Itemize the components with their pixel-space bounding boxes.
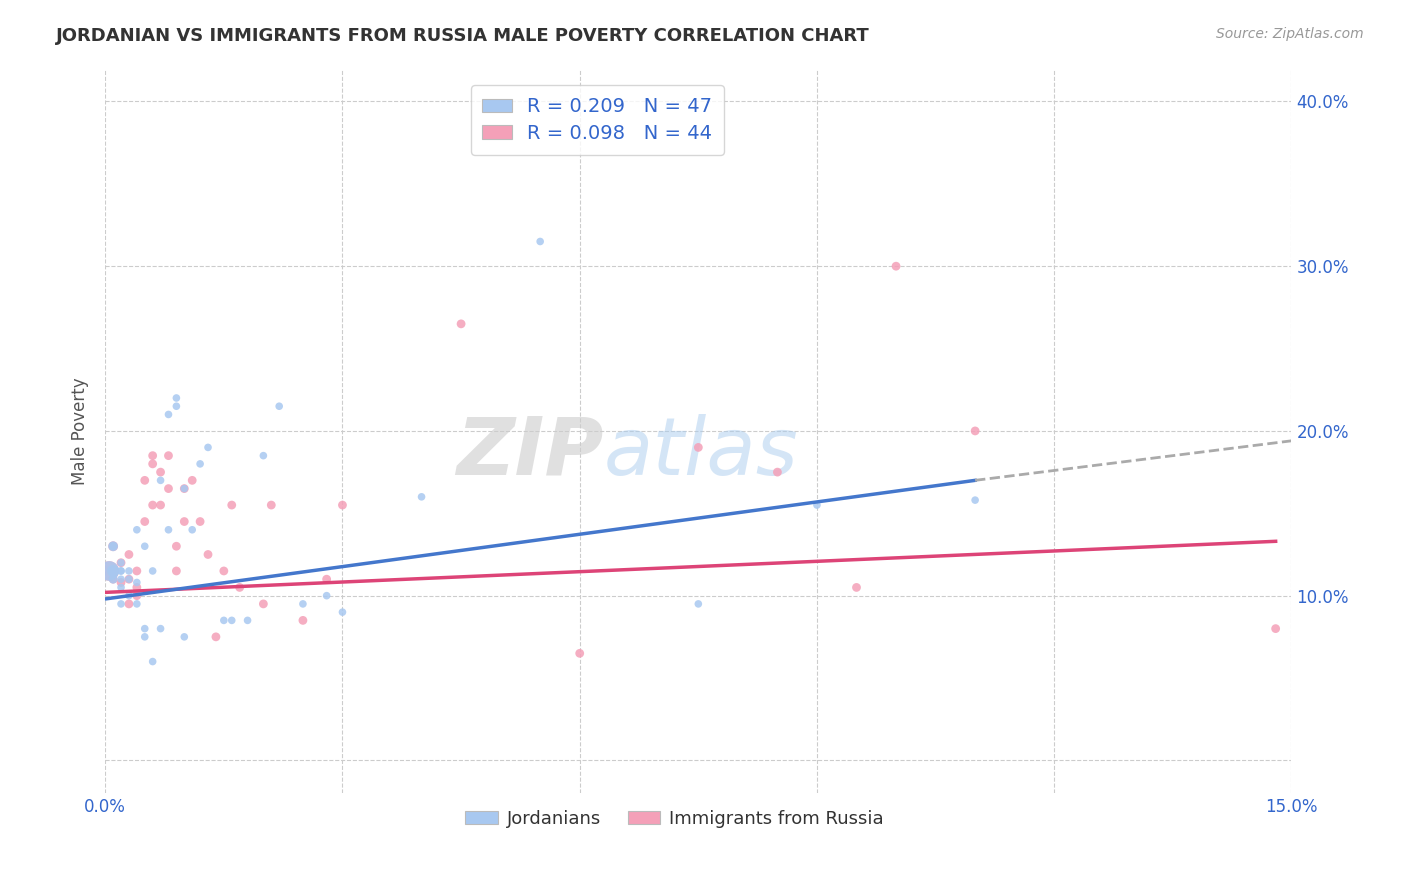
Point [142, 498, 165, 512]
Point [101, 539, 124, 553]
Point [845, 581, 868, 595]
Point [110, 575, 132, 590]
Point [173, 482, 195, 496]
Point [110, 572, 132, 586]
Point [332, 498, 354, 512]
Point [173, 630, 195, 644]
Point [228, 581, 250, 595]
Point [157, 408, 180, 422]
Point [125, 589, 148, 603]
Point [157, 449, 180, 463]
Point [142, 457, 165, 471]
Point [315, 589, 337, 603]
Point [221, 498, 243, 512]
Point [134, 539, 156, 553]
Point [149, 465, 172, 479]
Point [110, 564, 132, 578]
Point [125, 575, 148, 590]
Point [149, 474, 172, 488]
Point [965, 424, 987, 438]
Point [181, 523, 204, 537]
Point [118, 589, 141, 603]
Point [173, 482, 195, 496]
Y-axis label: Male Poverty: Male Poverty [72, 377, 89, 484]
Point [157, 482, 180, 496]
Point [188, 515, 211, 529]
Point [212, 613, 235, 627]
Point [450, 317, 472, 331]
Point [110, 597, 132, 611]
Point [149, 498, 172, 512]
Point [118, 564, 141, 578]
Point [134, 515, 156, 529]
Point [529, 235, 551, 249]
Point [332, 605, 354, 619]
Point [1264, 622, 1286, 636]
Point [98, 564, 121, 578]
Point [110, 581, 132, 595]
Point [101, 539, 124, 553]
Point [98, 564, 121, 578]
Point [101, 539, 124, 553]
Text: ZIP: ZIP [456, 414, 603, 491]
Point [221, 613, 243, 627]
Point [173, 515, 195, 529]
Point [165, 399, 187, 413]
Point [101, 564, 124, 578]
Point [181, 474, 204, 488]
Point [125, 523, 148, 537]
Point [688, 441, 710, 455]
Point [118, 572, 141, 586]
Point [142, 449, 165, 463]
Point [125, 564, 148, 578]
Point [197, 441, 219, 455]
Point [260, 498, 283, 512]
Point [806, 498, 828, 512]
Point [125, 581, 148, 595]
Point [165, 391, 187, 405]
Legend: Jordanians, Immigrants from Russia: Jordanians, Immigrants from Russia [458, 803, 891, 835]
Point [236, 613, 259, 627]
Text: Source: ZipAtlas.com: Source: ZipAtlas.com [1216, 27, 1364, 41]
Point [134, 630, 156, 644]
Point [291, 597, 314, 611]
Point [965, 493, 987, 508]
Point [118, 572, 141, 586]
Point [101, 572, 124, 586]
Point [101, 572, 124, 586]
Point [142, 655, 165, 669]
Point [269, 399, 291, 413]
Point [134, 622, 156, 636]
Point [101, 564, 124, 578]
Point [157, 523, 180, 537]
Point [110, 556, 132, 570]
Point [197, 548, 219, 562]
Text: atlas: atlas [603, 414, 799, 491]
Point [766, 465, 789, 479]
Point [568, 646, 591, 660]
Point [212, 564, 235, 578]
Point [411, 490, 433, 504]
Point [188, 457, 211, 471]
Point [252, 449, 274, 463]
Point [291, 613, 314, 627]
Point [118, 597, 141, 611]
Point [134, 474, 156, 488]
Point [125, 597, 148, 611]
Point [165, 564, 187, 578]
Point [884, 259, 907, 273]
Point [110, 564, 132, 578]
Point [688, 597, 710, 611]
Text: JORDANIAN VS IMMIGRANTS FROM RUSSIA MALE POVERTY CORRELATION CHART: JORDANIAN VS IMMIGRANTS FROM RUSSIA MALE… [56, 27, 870, 45]
Point [315, 572, 337, 586]
Point [110, 556, 132, 570]
Point [142, 564, 165, 578]
Point [149, 622, 172, 636]
Point [205, 630, 228, 644]
Point [252, 597, 274, 611]
Point [118, 548, 141, 562]
Point [165, 539, 187, 553]
